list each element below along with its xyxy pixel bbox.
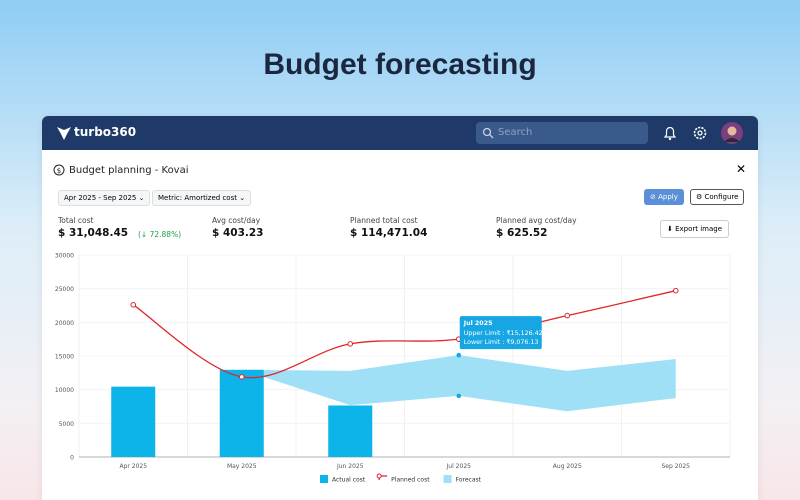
bar — [219, 369, 264, 457]
y-tick-label: 25000 — [55, 286, 74, 293]
kpi-label: Avg cost/day — [212, 216, 261, 225]
forecast-band — [241, 355, 676, 412]
page-title: Budget forecasting — [263, 48, 537, 81]
kpi-change: (↓ 72.88%) — [138, 230, 182, 239]
y-tick-label: 10000 — [55, 387, 74, 394]
legend-item: Planned cost — [376, 473, 430, 484]
search-placeholder: Search — [498, 127, 533, 138]
x-tick-label: Sep 2025 — [662, 463, 691, 470]
legend-swatch — [443, 475, 452, 483]
date-filter-label: Apr 2025 - Sep 2025 — [64, 194, 137, 202]
legend-swatch — [320, 475, 328, 483]
configure-label: Configure — [704, 193, 739, 201]
budget-icon: $ — [53, 164, 65, 176]
legend-label: Actual cost — [332, 477, 366, 484]
top-bar: turbo360 Search — [42, 116, 758, 150]
bell-icon[interactable] — [662, 125, 678, 141]
x-tick-label: Aug 2025 — [553, 463, 582, 470]
bar — [111, 386, 156, 457]
search-icon — [482, 127, 494, 139]
kpi-value: $ 625.52 — [496, 227, 548, 239]
kpi-label: Planned avg cost/day — [496, 216, 577, 225]
legend-swatch — [376, 473, 382, 479]
y-tick-label: 5000 — [59, 421, 74, 428]
svg-text:$: $ — [57, 167, 61, 175]
tooltip-line: Lower Limit : ₹9,076.13 — [464, 339, 539, 346]
planned-point — [672, 287, 679, 294]
planned-point — [238, 374, 245, 380]
planned-point — [130, 302, 137, 308]
tooltip-title: Jul 2025 — [463, 320, 493, 327]
kpi-label: Planned total cost — [350, 216, 418, 225]
metric-filter-label: Metric: Amortized cost — [158, 194, 237, 202]
kpi-value: $ 403.23 — [212, 227, 264, 239]
logo-icon — [57, 127, 71, 140]
legend-item: Forecast — [443, 475, 482, 484]
y-tick-label: 0 — [70, 455, 74, 462]
planned-point — [347, 341, 354, 347]
y-tick-label: 20000 — [55, 320, 74, 327]
y-tick-label: 15000 — [55, 354, 74, 361]
brand: turbo360 — [74, 125, 137, 139]
kpi-value: $ 31,048.45 — [58, 227, 129, 239]
forecast-point — [456, 352, 462, 358]
x-tick-label: Apr 2025 — [119, 463, 147, 470]
legend-label: Planned cost — [391, 477, 430, 484]
legend-label: Forecast — [456, 477, 482, 484]
x-tick-label: Jul 2025 — [446, 463, 472, 470]
planned-point — [564, 312, 571, 319]
app-window: turbo360 Search $ Budget planning - Kova… — [42, 116, 758, 500]
x-tick-label: Jun 2025 — [336, 463, 364, 470]
close-button[interactable]: ✕ — [736, 162, 747, 176]
kpi-label: Total cost — [58, 216, 94, 225]
legend-item: Actual cost — [320, 475, 366, 484]
apply-button[interactable]: ⊘ Apply — [644, 189, 684, 205]
export-button[interactable]: ⬇ Export image — [660, 220, 730, 238]
apply-label: Apply — [658, 193, 678, 201]
tooltip-box — [459, 316, 542, 350]
forecast-point — [456, 393, 462, 399]
y-tick-label: 30000 — [55, 253, 74, 260]
kpi-value: $ 114,471.04 — [350, 227, 428, 239]
bar — [328, 405, 373, 457]
tooltip: Jul 2025 Upper Limit : ₹15,126.42 Lower Li… — [459, 316, 543, 350]
configure-button[interactable]: ⚙ Configure — [690, 189, 745, 205]
x-tick-label: May 2025 — [227, 463, 257, 470]
settings-icon[interactable] — [692, 125, 708, 141]
tooltip-line: Upper Limit : ₹15,126.42 — [464, 330, 543, 337]
metric-filter[interactable]: Metric: Amortized cost ⌄ — [152, 190, 252, 206]
panel-title: Budget planning - Kovai — [69, 165, 189, 176]
date-filter[interactable]: Apr 2025 - Sep 2025 ⌄ — [58, 190, 151, 206]
avatar[interactable] — [720, 121, 744, 145]
search-box[interactable]: Search — [476, 122, 648, 144]
export-label: Export image — [675, 225, 723, 233]
planned-line — [132, 290, 676, 379]
